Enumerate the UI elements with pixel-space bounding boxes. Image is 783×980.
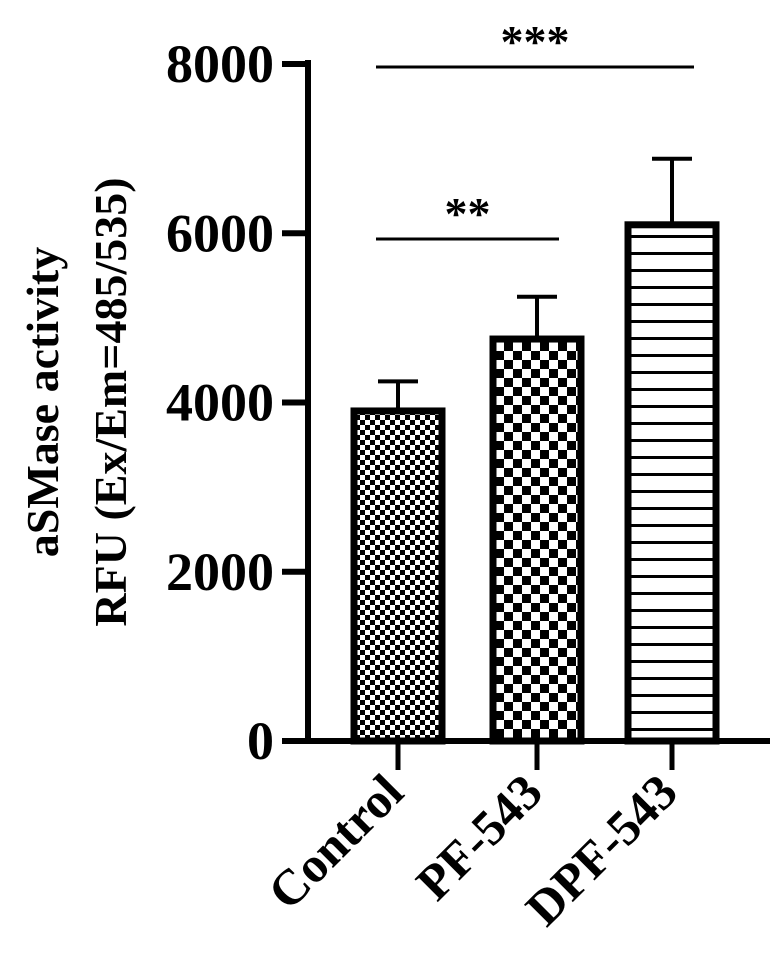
significance-label: *** xyxy=(501,16,570,67)
y-axis-title-line1: aSMase activity xyxy=(17,247,68,557)
y-axis-ticks: 0 2000 4000 6000 8000 xyxy=(166,34,308,771)
y-tick-label: 2000 xyxy=(166,542,274,602)
x-tick-label-control: Control xyxy=(257,763,414,920)
bar-pf-543 xyxy=(489,335,585,745)
bars-group xyxy=(350,156,720,745)
y-tick-label: 4000 xyxy=(166,373,274,433)
y-tick-label: 8000 xyxy=(166,34,274,94)
y-tick-label: 0 xyxy=(247,711,274,771)
y-tick-label: 6000 xyxy=(166,203,274,263)
significance-annotations: ***** xyxy=(376,16,694,241)
bar-dpf-543 xyxy=(624,221,720,745)
significance-label: ** xyxy=(445,188,491,239)
x-tick-label-dpf-543: DPF-543 xyxy=(515,763,688,936)
y-axis-title: aSMase activity RFU (Ex/Em=485/535) xyxy=(17,177,136,626)
y-axis-title-line2: RFU (Ex/Em=485/535) xyxy=(85,177,136,626)
bar-control xyxy=(350,407,446,745)
